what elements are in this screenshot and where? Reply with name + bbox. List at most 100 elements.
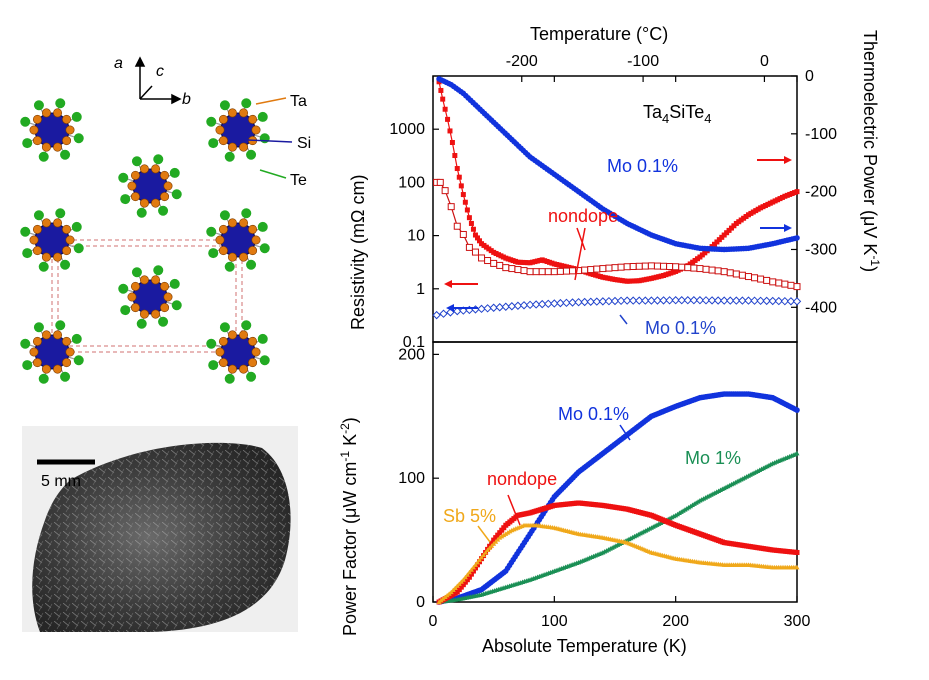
- ta-atom: [130, 170, 140, 180]
- resistivity-nondope-point: [769, 278, 777, 286]
- te-atom: [219, 100, 230, 111]
- te-atom: [208, 360, 219, 371]
- resistivity-tick-label: 0.1: [403, 334, 425, 351]
- ta-label: Ta: [290, 93, 307, 110]
- ta-atom: [53, 330, 63, 340]
- te-atom: [118, 172, 129, 183]
- ta-atom: [32, 114, 42, 124]
- te-atom: [257, 111, 268, 122]
- thermo-tick-label: 0: [805, 68, 814, 85]
- ta-atom: [65, 235, 75, 245]
- resistivity-nondope-point: [629, 263, 637, 271]
- power-factor-mo-1-series: [436, 450, 800, 604]
- resistivity-mo-0-1-point: [635, 296, 644, 305]
- thermopower-nondope-point: [474, 235, 480, 241]
- ta-atom: [215, 347, 225, 357]
- resistivity-tick-label: 10: [407, 228, 425, 245]
- power-factor-mo-1-point: [794, 450, 800, 456]
- resistivity-mo-0-1-point: [792, 297, 802, 306]
- te-atom: [208, 248, 219, 259]
- ta-atom: [41, 252, 51, 262]
- resistivity-nondope-point: [744, 273, 752, 281]
- te-atom: [60, 371, 71, 382]
- pf-tick-label: 200: [398, 346, 425, 363]
- te-atom: [73, 243, 84, 254]
- te-atom: [206, 338, 217, 349]
- cluster-8: [206, 320, 270, 384]
- annotation-pf-nondope: nondope: [487, 469, 557, 489]
- resistivity-mo-0-1-point: [653, 296, 662, 305]
- resistivity-nondope-point: [471, 248, 479, 256]
- ta-atom: [163, 181, 173, 191]
- resistivity-nondope-point: [544, 268, 552, 276]
- thermopower-nondope-point: [447, 128, 453, 134]
- ta-atom: [32, 358, 42, 368]
- te-atom: [55, 98, 66, 109]
- resistivity-nondope-point: [569, 267, 577, 275]
- power-factor-sb-5-point: [505, 530, 511, 535]
- te-atom: [55, 320, 66, 331]
- top-x-axis-title: Temperature (°C): [530, 24, 668, 44]
- te-atom: [246, 259, 257, 270]
- resistivity-nondope-point: [587, 266, 595, 274]
- bottom-plot-frame: [432, 341, 798, 603]
- ta-atom: [215, 125, 225, 135]
- resistivity-mo-0-1-point: [780, 296, 790, 306]
- te-atom: [206, 226, 217, 237]
- ta-atom: [151, 309, 161, 319]
- resistivity-mo-0-1-point: [647, 296, 656, 305]
- te-atom: [71, 221, 82, 232]
- ta-atom: [160, 303, 170, 313]
- thermopower-nondope-point: [470, 226, 476, 232]
- compound-base: Ta: [643, 102, 663, 122]
- resistivity-nondope-point: [550, 268, 558, 276]
- te-atom: [20, 338, 31, 349]
- resistivity-mo-0-1-point: [432, 310, 441, 320]
- resistivity-nondope-point: [611, 264, 619, 272]
- te-atom: [120, 194, 131, 205]
- resistivity-mo-0-1-point: [732, 296, 741, 305]
- x-tick-label: 0: [429, 613, 438, 630]
- ta-atom: [239, 142, 249, 152]
- ta-atom: [160, 170, 170, 180]
- te-atom: [259, 355, 270, 366]
- te-atom: [73, 133, 84, 144]
- ta-atom: [29, 235, 39, 245]
- resistivity-nondope-point: [696, 265, 704, 273]
- te-atom: [241, 320, 252, 331]
- scale-bar-label: 5 mm: [41, 473, 81, 490]
- te-atom: [38, 373, 49, 384]
- resistivity-mo-0-1-point: [550, 299, 559, 308]
- resistivity-mo-0-1-point: [707, 296, 717, 305]
- resistivity-nondope-point: [763, 276, 771, 284]
- te-atom: [33, 210, 44, 221]
- ta-atom: [41, 330, 51, 340]
- te-atom: [73, 355, 84, 366]
- ta-atom: [41, 218, 51, 228]
- power-factor-mo-0-1-point: [794, 407, 800, 413]
- resistivity-mo-0-1-point: [683, 296, 693, 305]
- resistivity-nondope-point: [690, 264, 698, 272]
- pf-tick-label: 0: [416, 594, 425, 611]
- resistivity-mo-0-1-point: [489, 303, 498, 312]
- ta-atom: [62, 358, 72, 368]
- ta-atom: [248, 358, 258, 368]
- te-atom: [118, 283, 129, 294]
- resistivity-mo-0-1-point: [562, 298, 571, 308]
- thermo-title-close: ): [860, 266, 880, 272]
- te-atom: [206, 116, 217, 127]
- resistivity-nondope-point: [635, 262, 643, 270]
- te-atom: [136, 318, 147, 329]
- resistivity-mo-0-1-point: [501, 302, 511, 311]
- resistivity-mo-0-1-point: [719, 296, 729, 305]
- ta-atom: [130, 192, 140, 202]
- resistivity-mo-0-1-point: [774, 296, 784, 306]
- power-factor-title-sup2: -2: [338, 423, 352, 434]
- cluster-6: [206, 208, 270, 272]
- resistivity-nondope-point: [441, 187, 449, 195]
- ta-atom: [139, 164, 149, 174]
- resistivity-mo-0-1-point: [616, 296, 626, 306]
- te-atom: [169, 167, 180, 178]
- te-atom: [38, 261, 49, 272]
- resistivity-mo-0-1-point: [586, 297, 595, 306]
